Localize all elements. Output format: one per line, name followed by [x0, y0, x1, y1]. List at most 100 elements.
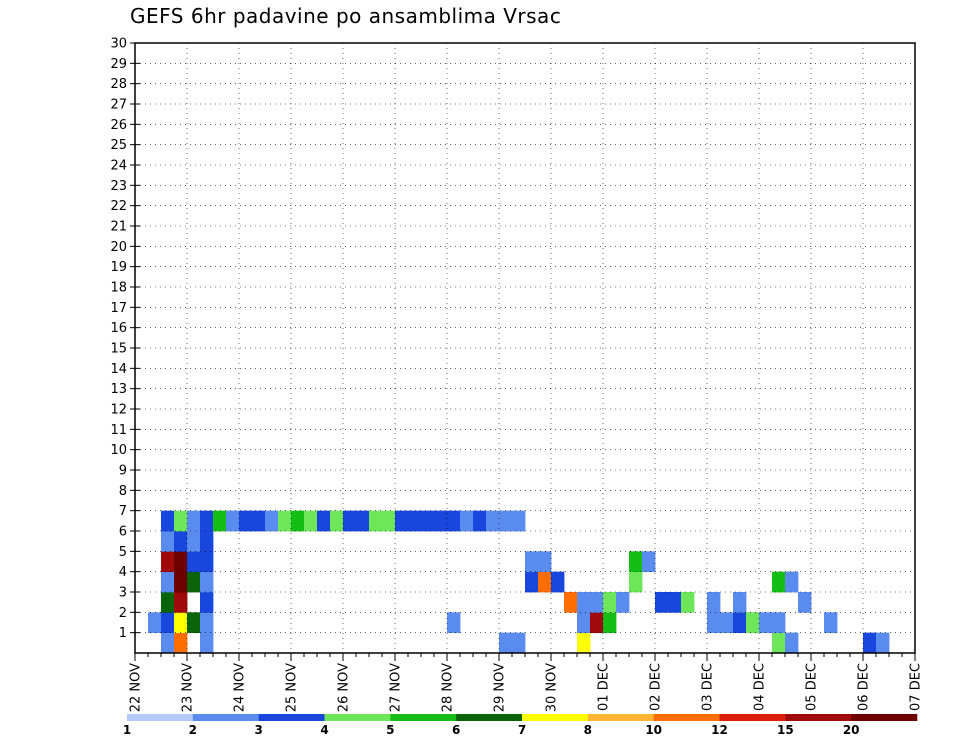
- heatmap-cell: [265, 510, 279, 532]
- y-tick-label: 23: [110, 179, 127, 194]
- colorbar-label: 6: [452, 723, 460, 737]
- heatmap-cell: [174, 531, 188, 552]
- y-tick-label: 13: [110, 382, 127, 397]
- heatmap-cell: [278, 510, 292, 532]
- heatmap-cell: [629, 571, 643, 593]
- heatmap-cell: [720, 612, 734, 634]
- colorbar-label: 1: [123, 723, 131, 737]
- colorbar-swatch: [258, 714, 325, 721]
- heatmap-cell: [174, 592, 188, 613]
- heatmap-cells: [148, 510, 890, 654]
- heatmap-cell: [161, 571, 175, 593]
- y-tick-label: 10: [110, 443, 127, 458]
- heatmap-cell: [772, 632, 786, 654]
- heatmap-cell: [577, 632, 591, 654]
- heatmap-cell: [785, 632, 799, 654]
- heatmap-cell: [538, 551, 552, 573]
- heatmap-cell: [200, 531, 214, 552]
- x-tick-label: 25 NOV: [285, 663, 300, 712]
- heatmap-cell: [824, 612, 838, 634]
- heatmap-cell: [551, 571, 565, 593]
- y-tick-label: 30: [110, 37, 127, 52]
- x-tick-label: 26 NOV: [337, 663, 352, 712]
- heatmap-cell: [343, 510, 357, 532]
- y-tick-label: 6: [119, 525, 127, 540]
- y-tick-label: 29: [110, 57, 127, 72]
- heatmap-cell: [707, 612, 721, 634]
- y-tick-label: 20: [110, 240, 127, 255]
- y-tick-label: 28: [110, 77, 127, 92]
- heatmap-cell: [538, 571, 552, 593]
- heatmap-cell: [733, 612, 747, 634]
- y-tick-label: 4: [119, 565, 127, 580]
- y-tick-label: 26: [110, 118, 127, 133]
- heatmap-cell: [863, 632, 877, 654]
- y-tick-label: 7: [119, 504, 127, 519]
- heatmap-cell: [148, 612, 162, 634]
- colorbar-label: 4: [320, 723, 328, 737]
- heatmap-cell: [187, 571, 201, 593]
- x-tick-label: 23 NOV: [181, 663, 196, 712]
- heatmap-cell: [174, 612, 188, 634]
- colorbar-label: 12: [711, 723, 728, 737]
- heatmap-cell: [395, 510, 409, 532]
- y-tick-label: 25: [110, 138, 127, 153]
- y-tick-label: 22: [110, 199, 127, 214]
- heatmap-cell: [772, 612, 786, 634]
- y-tick-label: 19: [110, 260, 127, 275]
- heatmap-cell: [161, 510, 175, 532]
- heatmap-cell: [369, 510, 383, 532]
- heatmap-cell: [200, 510, 214, 532]
- y-tick-label: 11: [110, 423, 127, 438]
- y-tick-label: 14: [110, 362, 127, 377]
- heatmap-cell: [577, 612, 591, 634]
- heatmap-cell: [174, 510, 188, 532]
- heatmap-cell: [785, 571, 799, 593]
- heatmap-cell: [434, 510, 448, 532]
- heatmap-cell: [382, 510, 396, 532]
- heatmap-cell: [187, 510, 201, 532]
- heatmap-cell: [759, 612, 773, 634]
- heatmap-cell: [187, 551, 201, 573]
- colorbar-label: 10: [645, 723, 662, 737]
- x-tick-label: 01 DEC: [597, 663, 612, 711]
- heatmap-cell: [330, 510, 344, 532]
- heatmap-cell: [564, 592, 578, 613]
- y-tick-label: 9: [119, 464, 127, 479]
- heatmap-cell: [161, 592, 175, 613]
- heatmap-cell: [746, 612, 760, 634]
- heatmap-cell: [174, 571, 188, 593]
- heatmap-cell: [304, 510, 318, 532]
- heatmap-cell: [772, 571, 786, 593]
- y-tick-label: 1: [119, 626, 127, 641]
- heatmap-cell: [200, 632, 214, 654]
- y-tick-label: 16: [110, 321, 127, 336]
- heatmap-cell: [473, 510, 487, 532]
- y-tick-label: 18: [110, 281, 127, 296]
- heatmap-cell: [525, 571, 539, 593]
- colorbar-label: 8: [584, 723, 592, 737]
- heatmap-cell: [200, 571, 214, 593]
- heatmap-cell: [200, 612, 214, 634]
- heatmap-cell: [499, 510, 513, 532]
- heatmap-cell: [317, 510, 331, 532]
- colorbar-swatch: [324, 714, 391, 721]
- heatmap-cell: [681, 592, 695, 613]
- heatmap-cell: [447, 510, 461, 532]
- heatmap-cell: [174, 632, 188, 654]
- heatmap-cell: [603, 612, 617, 634]
- heatmap-cell: [629, 551, 643, 573]
- x-tick-label: 04 DEC: [753, 663, 768, 711]
- heatmap-cell: [733, 592, 747, 613]
- y-tick-label: 5: [119, 545, 127, 560]
- heatmap-cell: [421, 510, 435, 532]
- heatmap-cell: [577, 592, 591, 613]
- x-tick-label: 30 NOV: [545, 663, 560, 712]
- heatmap-cell: [655, 592, 669, 613]
- heatmap-cell: [525, 551, 539, 573]
- colorbar-label: 15: [777, 723, 794, 737]
- y-tick-label: 27: [110, 98, 127, 113]
- x-tick-label: 06 DEC: [857, 663, 872, 711]
- heatmap-cell: [876, 632, 890, 654]
- x-tick-label: 22 NOV: [129, 663, 144, 712]
